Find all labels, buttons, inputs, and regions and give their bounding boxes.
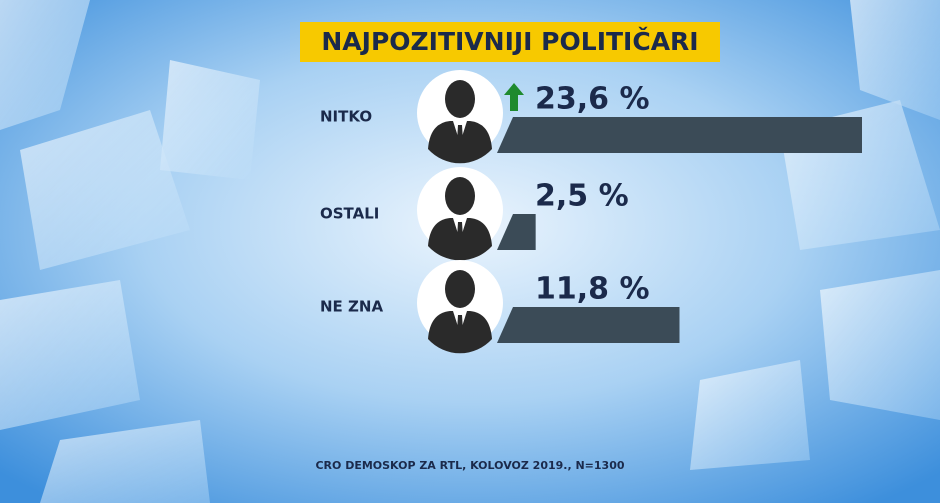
avatar-head <box>445 270 475 308</box>
avatar-tie <box>457 315 463 335</box>
value-label: 23,6 % <box>535 82 650 117</box>
category-label: NE ZNA <box>320 298 383 316</box>
title-box <box>300 22 720 62</box>
value-label: 2,5 % <box>535 179 629 214</box>
avatar <box>417 70 503 164</box>
avatar-head <box>445 80 475 118</box>
avatar-head <box>445 177 475 215</box>
avatar-tie <box>457 125 463 145</box>
bar <box>497 307 680 343</box>
source: CRO DEMOSKOP ZA RTL, KOLOVOZ 2019., N=13… <box>315 459 624 472</box>
avatar-tie <box>457 222 463 242</box>
bar <box>497 117 862 153</box>
avatar <box>417 260 503 354</box>
bar <box>497 214 536 250</box>
chart-title: NAJPOZITIVNIJI POLITIČARI <box>321 26 698 56</box>
avatar <box>417 167 503 261</box>
category-label: OSTALI <box>320 205 379 223</box>
trend-arrow <box>504 83 524 111</box>
category-label: NITKO <box>320 108 372 126</box>
value-label: 11,8 % <box>535 272 650 307</box>
